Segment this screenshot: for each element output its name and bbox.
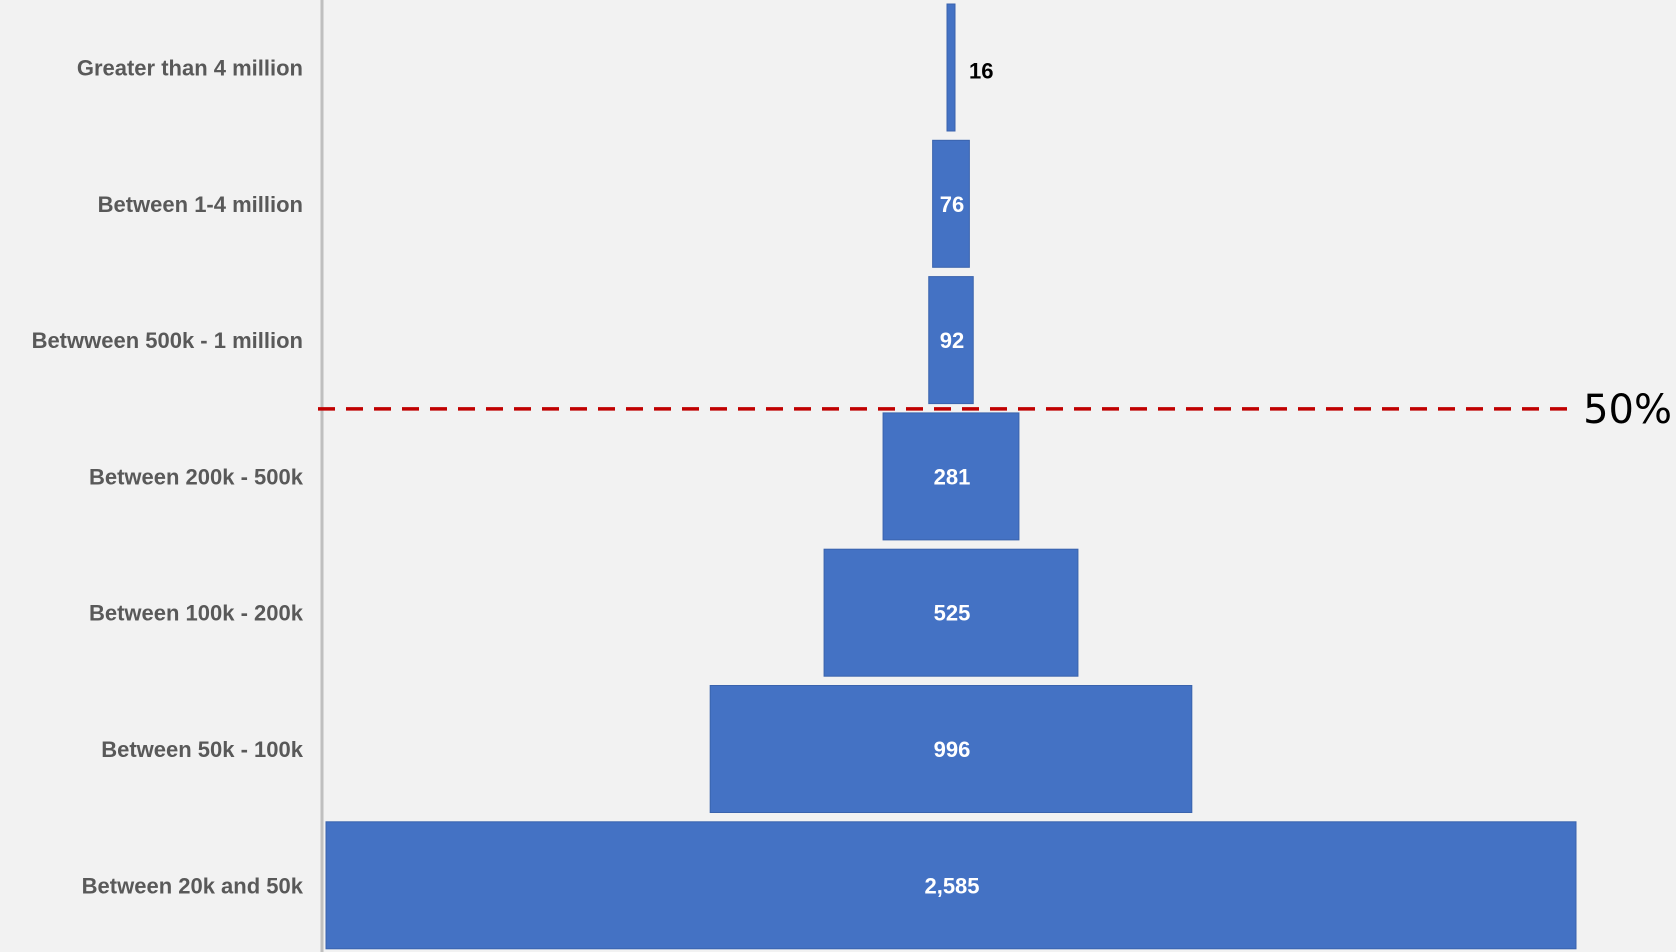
funnel-bar (709, 685, 1193, 813)
category-label: Between 50k - 100k (101, 737, 304, 762)
funnel-bar (823, 548, 1079, 677)
funnel-bar (932, 139, 970, 268)
category-label: Between 200k - 500k (89, 464, 304, 489)
data-label: 76 (940, 192, 964, 217)
category-label: Greater than 4 million (77, 56, 303, 81)
category-label: Between 100k - 200k (89, 601, 304, 626)
category-label: Betwween 500k - 1 million (32, 328, 303, 353)
data-label: 525 (934, 601, 971, 626)
data-label: 996 (934, 737, 971, 762)
data-label: 281 (934, 464, 971, 489)
funnel-bar (882, 412, 1020, 541)
data-label: 16 (969, 59, 993, 84)
data-label: 92 (940, 328, 964, 353)
funnel-bar (325, 821, 1577, 950)
funnel-bar (946, 3, 956, 132)
funnel-bar (928, 276, 974, 405)
category-label: Between 20k and 50k (82, 873, 304, 898)
threshold-label: 50% (1583, 387, 1672, 433)
data-label: 2,585 (924, 873, 979, 898)
category-label: Between 1-4 million (98, 192, 303, 217)
